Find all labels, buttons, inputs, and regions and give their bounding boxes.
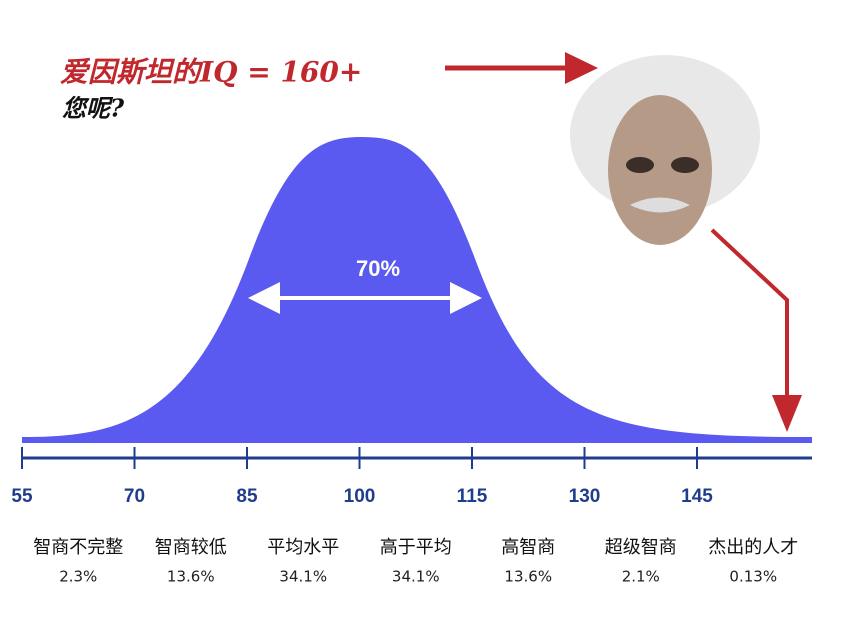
pointer-arrowhead <box>772 395 802 432</box>
annotation: 70% <box>356 256 400 281</box>
band-share: 34.1% <box>279 568 327 586</box>
band-label: 高于平均 <box>380 537 452 558</box>
band-share: 13.6% <box>167 568 215 586</box>
x-tick-label: 55 <box>11 486 33 507</box>
x-tick-label: 100 <box>344 486 376 507</box>
band-label: 超级智商 <box>605 537 677 558</box>
band-label: 杰出的人才 <box>708 537 798 558</box>
band-label: 平均水平 <box>267 537 339 558</box>
band-share: 2.1% <box>622 568 660 586</box>
portrait <box>570 55 760 245</box>
band-label: 智商不完整 <box>33 537 123 558</box>
x-tick-label: 130 <box>569 486 601 507</box>
band-share: 34.1% <box>392 568 440 586</box>
pointer-line <box>710 228 789 400</box>
band-share: 0.13% <box>729 568 777 586</box>
x-tick-label: 70 <box>124 486 145 507</box>
x-tick-label: 115 <box>457 486 488 507</box>
x-tick-label: 85 <box>236 486 258 507</box>
band-label: 智商较低 <box>155 537 227 558</box>
x-tick-label: 145 <box>681 486 713 507</box>
band-share: 13.6% <box>504 568 552 586</box>
chart-title: 爱因斯坦的IQ = 160+ <box>60 56 362 89</box>
band-label: 高智商 <box>501 537 555 558</box>
band-share: 2.3% <box>59 568 97 586</box>
title-arrowhead <box>565 52 598 84</box>
chart-subtitle: 您呢? <box>62 94 125 123</box>
